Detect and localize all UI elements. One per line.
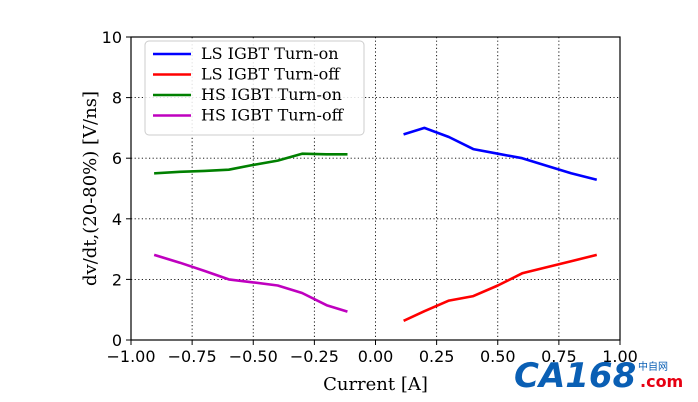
x-tick-label: 0.75 — [541, 347, 577, 366]
legend-entry-label: HS IGBT Turn-off — [201, 106, 345, 125]
y-tick-label: 2 — [112, 270, 122, 289]
x-tick-label: 0.50 — [480, 347, 516, 366]
series-line — [403, 126, 598, 181]
x-tick-label: 0.25 — [419, 347, 455, 366]
series-lines — [153, 126, 598, 323]
x-tick-label: 1.00 — [602, 347, 638, 366]
x-tick-label: −0.75 — [168, 347, 217, 366]
x-tick-label: −1.00 — [106, 347, 155, 366]
series-line — [153, 253, 348, 313]
legend-box — [144, 40, 365, 136]
legend-entry-label: LS IGBT Turn-off — [201, 65, 341, 84]
legend-entry-label: HS IGBT Turn-on — [201, 85, 342, 104]
y-axis-label: dv/dt,(20-80%) [V/ns] — [80, 91, 101, 286]
y-tick-label: 6 — [112, 149, 122, 168]
y-tick-label: 8 — [112, 89, 122, 108]
axis-ticks: −1.00 −0.75 −0.50 −0.25 0.00 0.25 0.50 0.75 1.00… — [102, 28, 638, 366]
x-tick-label: −0.50 — [229, 347, 278, 366]
y-tick-label: 0 — [112, 331, 122, 350]
watermark-domain-text: .com — [640, 372, 683, 391]
series-line — [403, 253, 598, 323]
y-tick-label: 4 — [112, 210, 122, 229]
series-line — [154, 152, 348, 175]
watermark-logo-text: CA168 — [514, 356, 636, 396]
y-tick-label: 10 — [102, 28, 122, 47]
watermark-sub-text: 中自网 — [638, 360, 668, 373]
legend-entry-label: LS IGBT Turn-on — [201, 44, 339, 63]
x-tick-label: 0.00 — [358, 347, 394, 366]
x-axis-label: Current [A] — [323, 374, 428, 395]
x-tick-label: −0.25 — [290, 347, 339, 366]
watermark-logo: CA168 中自网 .com — [514, 356, 683, 396]
